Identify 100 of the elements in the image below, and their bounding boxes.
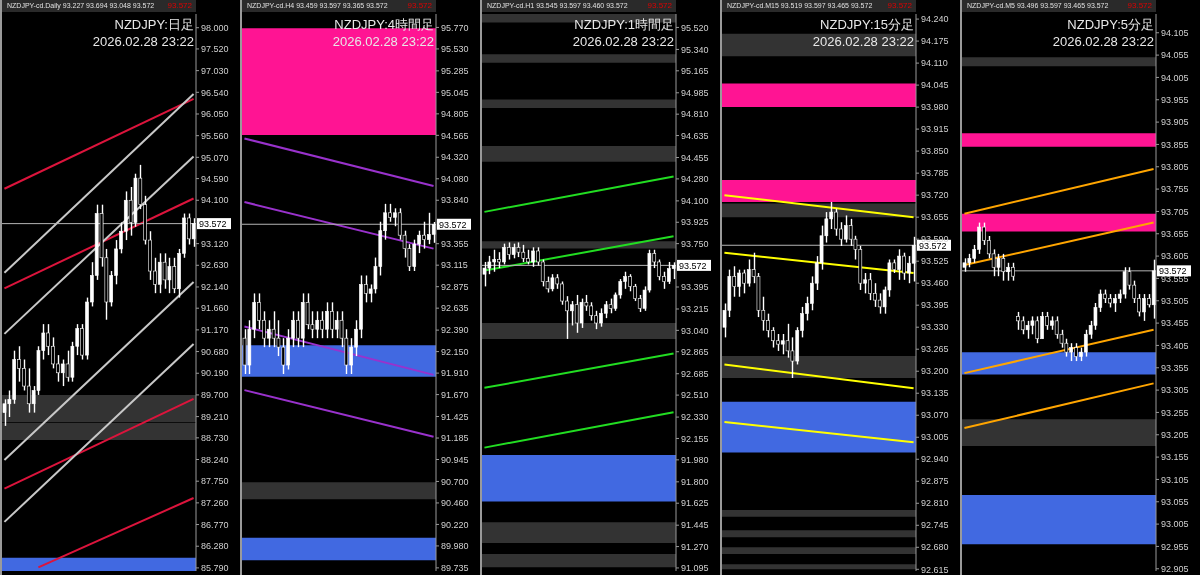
y-tick-label: 93.395 (921, 300, 949, 311)
y-tick-label: 93.105 (1161, 474, 1189, 485)
y-tick-label: 91.980 (681, 455, 709, 466)
y-tick-label: 90.190 (201, 368, 229, 379)
text: 2026.02.28 23:22 (1052, 33, 1154, 50)
y-tick-label: 94.055 (1161, 50, 1189, 61)
y-tick-label: 92.875 (441, 281, 469, 292)
y-tick-label: 93.505 (1161, 295, 1189, 306)
y-tick-label: 92.630 (201, 260, 229, 271)
y-tick-label: 93.215 (681, 304, 709, 315)
y-tick-label: 92.745 (921, 520, 949, 531)
y-tick-label: 98.000 (201, 22, 229, 33)
text: 2026.02.28 23:22 (332, 33, 434, 50)
y-tick-label: 91.425 (441, 411, 469, 422)
y-tick-label: 93.405 (1161, 340, 1189, 351)
y-tick-label: 90.680 (201, 346, 229, 357)
y-tick-label: 94.110 (921, 58, 948, 69)
y-tick-label: 91.660 (201, 303, 229, 314)
y-tick-label: 95.530 (441, 44, 469, 55)
y-tick-label: 92.140 (201, 282, 229, 293)
y-tick-label: 97.030 (201, 65, 229, 76)
chart-title: NZDJPY:日足 (113, 16, 194, 33)
y-tick-label: 92.390 (441, 325, 469, 336)
y-tick-label: 93.200 (921, 366, 949, 377)
y-tick-label: 91.670 (441, 389, 469, 400)
y-tick-label: 93.205 (1161, 429, 1189, 440)
y-tick-label: 94.985 (681, 87, 709, 98)
y-tick-label: 89.210 (201, 411, 229, 422)
y-tick-label: 96.050 (201, 109, 229, 120)
text: 2026.02.28 23:22 (92, 33, 194, 50)
text: 93.572 (407, 1, 432, 10)
y-tick-label: 92.940 (921, 454, 949, 465)
y-tick-label: 90.460 (441, 498, 469, 509)
y-tick-label: 93.355 (441, 238, 469, 249)
text: 93.572 (1127, 1, 1152, 10)
y-tick-label: 94.100 (681, 196, 709, 207)
y-tick-label: 91.445 (681, 520, 709, 531)
y-tick-label: 93.750 (681, 238, 709, 249)
ref-line-label: 93.572 (199, 219, 227, 230)
y-tick-label: 94.320 (441, 152, 469, 163)
y-tick-label: 97.520 (201, 44, 229, 55)
y-tick-label: 89.700 (201, 390, 229, 401)
y-tick-label: 92.635 (441, 303, 469, 314)
y-tick-label: 93.925 (681, 217, 709, 228)
y-tick-label: 94.005 (1161, 72, 1189, 83)
y-tick-label: 87.260 (201, 498, 229, 509)
y-tick-label: 93.040 (681, 325, 709, 336)
text: 93.572 (887, 1, 912, 10)
y-tick-label: 93.720 (921, 190, 949, 201)
y-tick-label: 94.810 (681, 109, 709, 120)
y-tick-label: 94.455 (681, 152, 709, 163)
y-tick-label: 92.330 (681, 412, 709, 423)
y-tick-label: 93.805 (1161, 161, 1189, 172)
y-tick-label: 92.865 (681, 346, 709, 357)
y-tick-label: 95.070 (201, 152, 229, 163)
y-tick-label: 92.810 (921, 498, 949, 509)
y-tick-label: 93.840 (441, 195, 469, 206)
y-tick-label: 89.980 (441, 541, 469, 552)
y-tick-label: 91.910 (441, 368, 469, 379)
y-tick-label: 94.175 (921, 36, 949, 47)
y-tick-label: 92.680 (921, 542, 949, 553)
y-tick-label: 86.280 (201, 541, 229, 552)
y-tick-label: 93.455 (1161, 318, 1189, 329)
y-tick-label: 94.105 (1161, 27, 1189, 38)
y-tick-label: 94.635 (681, 130, 709, 141)
y-tick-label: 93.155 (1161, 452, 1189, 463)
y-tick-label: 93.755 (1161, 184, 1189, 195)
y-tick-label: 91.170 (201, 325, 229, 336)
y-tick-label: 93.005 (921, 432, 949, 443)
chart-title: NZDJPY:5分足 (1066, 16, 1154, 33)
y-tick-label: 95.520 (681, 22, 709, 33)
y-tick-label: 93.655 (921, 212, 949, 223)
y-tick-label: 93.785 (921, 168, 949, 179)
y-tick-label: 93.330 (921, 322, 949, 333)
y-tick-label: 92.685 (681, 368, 709, 379)
y-tick-label: 93.355 (1161, 362, 1189, 373)
y-tick-label: 94.080 (441, 173, 469, 184)
text: 93.572 (647, 1, 672, 10)
y-tick-label: 94.100 (201, 195, 229, 206)
y-tick-label: 95.560 (201, 130, 229, 141)
y-tick-label: 93.115 (441, 260, 468, 271)
chart-title: NZDJPY:1時間足 (573, 16, 674, 33)
y-tick-label: 90.220 (441, 519, 469, 530)
y-tick-label: 95.045 (441, 87, 469, 98)
y-tick-label: 93.055 (1161, 496, 1189, 507)
y-tick-label: 93.395 (681, 282, 709, 293)
y-tick-label: 92.510 (681, 390, 709, 401)
text: 2026.02.28 23:22 (812, 33, 914, 50)
y-tick-label: 92.615 (921, 564, 949, 575)
y-tick-label: 93.955 (1161, 94, 1189, 105)
y-tick-label: 93.605 (1161, 251, 1189, 262)
y-tick-label: 93.705 (1161, 206, 1189, 217)
y-tick-label: 93.915 (921, 124, 949, 135)
ref-line-label: 93.572 (679, 260, 707, 271)
y-tick-label: 91.270 (681, 541, 709, 552)
y-tick-label: 93.850 (921, 146, 949, 157)
y-tick-label: 93.305 (1161, 385, 1189, 396)
y-tick-label: 94.565 (441, 130, 469, 141)
y-tick-label: 95.340 (681, 44, 709, 55)
y-tick-label: 86.770 (201, 519, 229, 530)
